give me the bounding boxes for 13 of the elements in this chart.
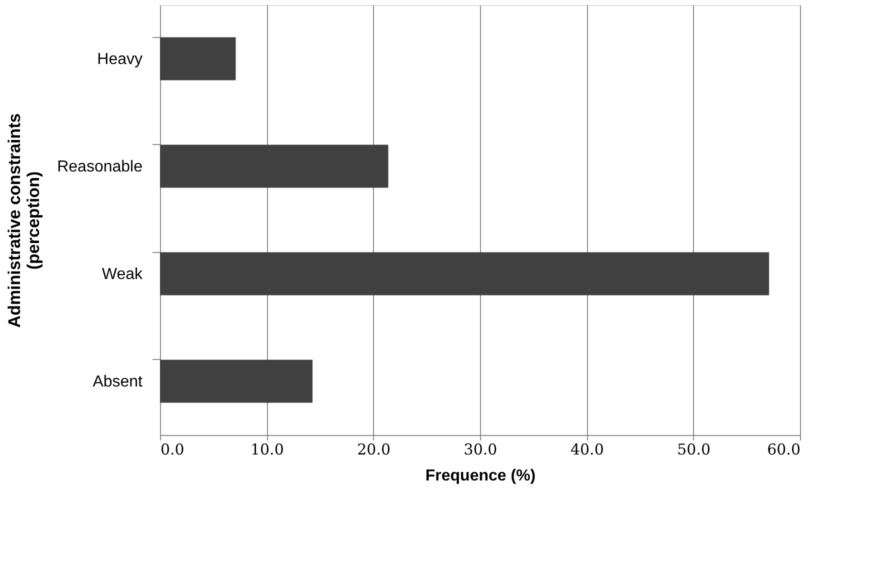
y-tick-label: Heavy: [97, 50, 142, 68]
y-axis-title: Administrative constraints (perception): [5, 113, 44, 328]
x-tick-label: 20.0: [357, 440, 391, 458]
x-tick-label: 50.0: [677, 440, 711, 458]
x-axis-title: Frequence (%): [425, 468, 536, 484]
x-tick-label: 10.0: [250, 440, 284, 458]
y-tick-label: Absent: [92, 373, 144, 390]
x-tick-label: 30.0: [464, 440, 498, 458]
y-tick-label: Weak: [102, 266, 144, 283]
x-tick-label: 40.0: [570, 440, 604, 458]
x-tick-label: 60.0: [767, 440, 800, 458]
x-tick-label: 0.0: [160, 440, 184, 458]
y-tick-label: Reasonable: [57, 158, 143, 176]
